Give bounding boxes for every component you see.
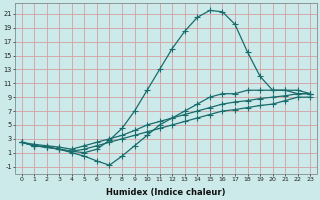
X-axis label: Humidex (Indice chaleur): Humidex (Indice chaleur) [106,188,226,197]
